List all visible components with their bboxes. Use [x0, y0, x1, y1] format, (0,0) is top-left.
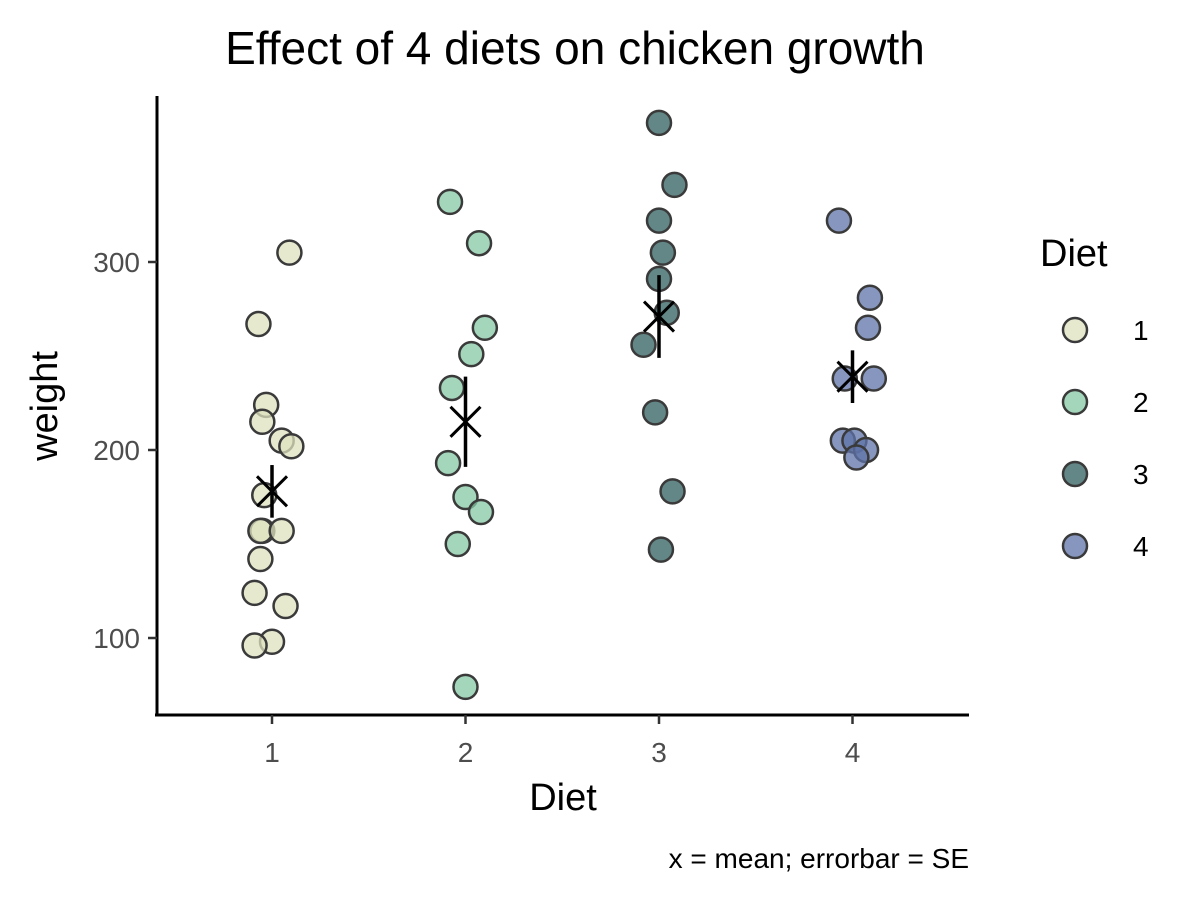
data-point — [856, 284, 884, 311]
data-point — [247, 545, 274, 573]
data-point — [241, 579, 268, 607]
data-point — [661, 171, 688, 199]
legend-label: 2 — [1133, 387, 1149, 418]
mean-marker — [449, 405, 482, 438]
legend-items: 1 2 3 4 — [1061, 315, 1149, 562]
axes — [155, 96, 969, 717]
data-point — [471, 314, 499, 342]
data-point — [276, 239, 303, 266]
legend-label: 3 — [1133, 459, 1149, 490]
x-tick-label: 3 — [651, 737, 667, 768]
legend-label: 1 — [1133, 315, 1149, 346]
legend-swatch — [1061, 532, 1089, 560]
data-point — [241, 632, 268, 659]
data-point — [465, 229, 493, 257]
data-point — [641, 399, 669, 426]
legend-swatch — [1061, 460, 1089, 488]
y-tick-label: 100 — [93, 623, 140, 654]
data-point — [630, 331, 657, 358]
data-point — [436, 188, 464, 216]
series-4-summary — [836, 350, 869, 403]
data-point — [854, 314, 882, 342]
legend: Diet 1 2 3 4 — [1040, 233, 1149, 562]
data-point — [278, 432, 305, 460]
data-point — [249, 408, 276, 436]
x-tick-label: 4 — [845, 737, 861, 768]
data-point — [268, 517, 295, 545]
legend-title: Diet — [1040, 233, 1108, 275]
data-point — [444, 530, 472, 558]
data-point — [452, 673, 479, 701]
series-1-summary — [255, 465, 289, 518]
caption: x = mean; errorbar = SE — [669, 843, 969, 874]
data-point — [659, 478, 686, 505]
data-point — [434, 449, 462, 477]
mean-marker — [255, 475, 289, 508]
points-layer — [241, 109, 888, 701]
summary-layer — [255, 275, 869, 518]
data-point — [467, 498, 495, 526]
chart-title: Effect of 4 diets on chicken growth — [225, 22, 925, 74]
series-3-summary — [642, 275, 676, 358]
legend-swatch — [1061, 388, 1089, 416]
series-1-points — [241, 239, 305, 659]
series-4-points — [825, 207, 888, 471]
y-axis-title: weight — [24, 351, 66, 462]
data-point — [825, 207, 853, 234]
x-tick-label: 1 — [264, 737, 280, 768]
data-point — [438, 374, 466, 402]
data-point — [458, 340, 485, 368]
data-point — [649, 239, 677, 266]
x-tick-label: 2 — [458, 737, 474, 768]
data-point — [647, 536, 675, 563]
mean-marker — [642, 300, 676, 333]
data-point — [843, 444, 870, 471]
legend-item-2: 2 — [1061, 387, 1149, 418]
mean-marker — [836, 360, 869, 393]
series-2-summary — [449, 376, 482, 467]
data-point — [245, 310, 272, 338]
legend-label: 4 — [1133, 531, 1149, 562]
y-tick-label: 300 — [93, 247, 140, 278]
plot-area: 100 200 300 1 2 3 4 — [93, 96, 969, 768]
legend-item-3: 3 — [1061, 459, 1149, 490]
legend-item-4: 4 — [1061, 531, 1149, 562]
y-ticks: 100 200 300 — [93, 247, 157, 654]
x-ticks: 1 2 3 4 — [264, 715, 860, 768]
legend-swatch — [1061, 316, 1089, 344]
data-point — [645, 109, 673, 137]
data-point — [645, 207, 673, 234]
legend-item-1: 1 — [1061, 315, 1149, 346]
data-point — [860, 365, 888, 392]
x-axis-title: Diet — [529, 777, 597, 819]
y-tick-label: 200 — [93, 435, 140, 466]
series-2-points — [434, 188, 499, 701]
data-point — [272, 592, 299, 620]
